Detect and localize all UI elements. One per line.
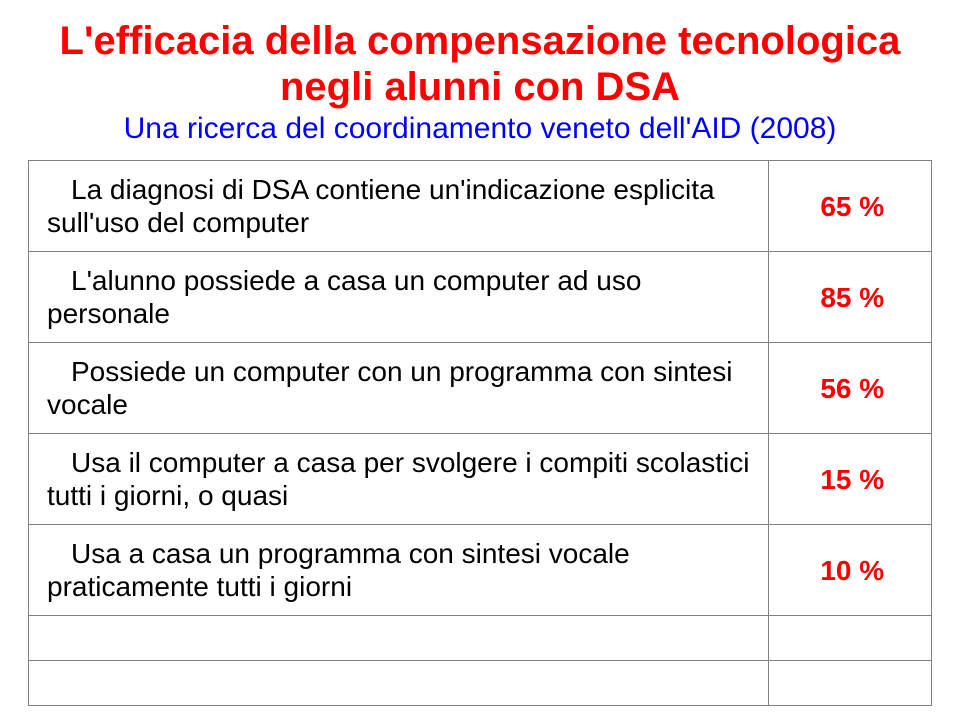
slide-page: L'efficacia della compensazione tecnolog… [0, 0, 960, 721]
row-value: 10 % [769, 525, 932, 616]
table-row: L'alunno possiede a casa un computer ad … [29, 252, 932, 343]
table-row: La diagnosi di DSA contiene un'indicazio… [29, 161, 932, 252]
row-value: 65 % [769, 161, 932, 252]
table-row-empty [29, 616, 932, 661]
empty-cell [769, 616, 932, 661]
title-line-1: L'efficacia della compensazione tecnolog… [60, 19, 901, 63]
empty-cell [769, 661, 932, 706]
data-table: La diagnosi di DSA contiene un'indicazio… [28, 160, 932, 706]
row-value: 85 % [769, 252, 932, 343]
table-row-empty [29, 661, 932, 706]
row-value: 15 % [769, 434, 932, 525]
row-desc: Usa a casa un programma con sintesi voca… [29, 525, 769, 616]
empty-cell [29, 661, 769, 706]
row-desc: Possiede un computer con un programma co… [29, 343, 769, 434]
slide-title: L'efficacia della compensazione tecnolog… [28, 18, 932, 110]
table-row: Usa a casa un programma con sintesi voca… [29, 525, 932, 616]
title-line-2: negli alunni con DSA [280, 65, 680, 109]
table-row: Usa il computer a casa per svolgere i co… [29, 434, 932, 525]
row-desc: La diagnosi di DSA contiene un'indicazio… [29, 161, 769, 252]
empty-cell [29, 616, 769, 661]
row-desc: L'alunno possiede a casa un computer ad … [29, 252, 769, 343]
table-row: Possiede un computer con un programma co… [29, 343, 932, 434]
row-desc: Usa il computer a casa per svolgere i co… [29, 434, 769, 525]
slide-subtitle: Una ricerca del coordinamento veneto del… [28, 112, 932, 146]
row-value: 56 % [769, 343, 932, 434]
